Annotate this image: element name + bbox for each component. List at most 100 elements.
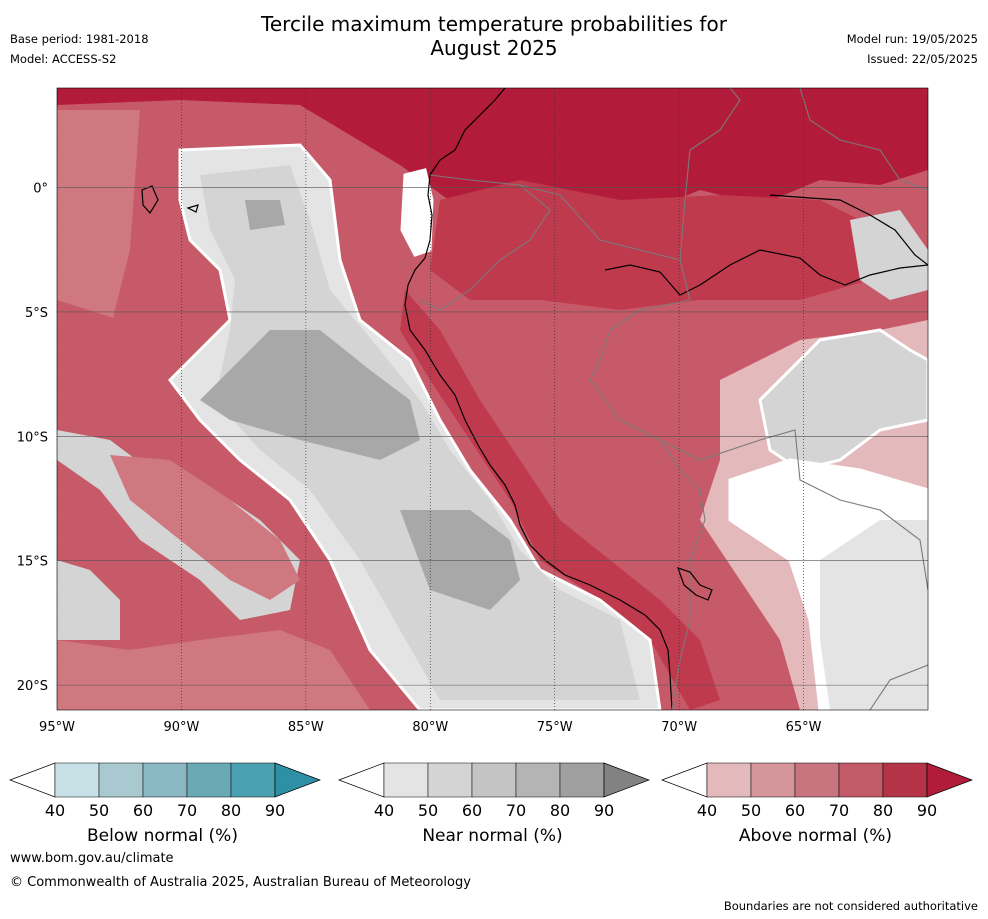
colorbar-tick-label: 40 <box>697 801 717 820</box>
lon-tick-label: 90°W <box>163 720 199 735</box>
country-border <box>419 174 551 311</box>
lon-tick-label: 80°W <box>412 720 448 735</box>
near-normal-title: Near normal (%) <box>422 826 563 846</box>
probability-map: 95°W 90°W 85°W 80°W 75°W 70°W 65°W 0° 5°S 10°S 15… <box>17 87 929 735</box>
colorbar-segment <box>427 762 473 798</box>
colorbar-segment <box>230 762 276 798</box>
colorbar-segment <box>98 762 144 798</box>
colorbar-tick-label: 50 <box>741 801 761 820</box>
above-normal-title: Above normal (%) <box>738 826 893 846</box>
lat-tick-label: 10°S <box>17 430 48 445</box>
colorbar-tick-label: 90 <box>917 801 937 820</box>
colorbar-high-extend <box>603 762 650 798</box>
colorbar-low-extend <box>338 762 385 798</box>
above-60-south <box>57 630 370 710</box>
colorbar-tick-label: 90 <box>594 801 614 820</box>
lon-tick-label: 75°W <box>537 720 573 735</box>
title-line-2: August 2025 <box>430 36 558 60</box>
colorbar-low-extend <box>9 762 56 798</box>
colorbar-tick-label: 60 <box>133 801 153 820</box>
colorbar-tick-label: 50 <box>89 801 109 820</box>
above-80-peru-coast <box>400 290 720 710</box>
colorbar-segment <box>882 762 928 798</box>
above-60-west-pacific <box>57 110 140 360</box>
river-north <box>769 194 928 266</box>
colorbar-tick-label: 50 <box>418 801 438 820</box>
country-border <box>679 88 741 261</box>
coastline <box>404 88 673 710</box>
below-normal-title: Below normal (%) <box>87 826 238 846</box>
boundary-disclaimer: Boundaries are not considered authoritat… <box>723 899 978 913</box>
website-link[interactable]: www.bom.gov.au/climate <box>10 851 174 866</box>
issued-date: Issued: 22/05/2025 <box>867 52 978 66</box>
near-normal-colorbar: 40 50 60 70 80 90 <box>338 762 650 820</box>
model-name: Model: ACCESS-S2 <box>10 52 117 66</box>
colorbar-tick-label: 40 <box>374 801 394 820</box>
model-run: Model run: 19/05/2025 <box>846 32 978 46</box>
map-frame <box>56 87 929 711</box>
graticule <box>57 88 928 710</box>
longitude-labels: 95°W 90°W 85°W 80°W 75°W 70°W 65°W <box>39 720 822 735</box>
colorbar-tick-label: 90 <box>265 801 285 820</box>
near-normal-70-zone <box>200 165 640 700</box>
colorbar-tick-label: 80 <box>873 801 893 820</box>
title-line-1: Tercile maximum temperature probabilitie… <box>261 12 727 36</box>
country-border <box>869 664 928 710</box>
colorbar-tick-label: 40 <box>45 801 65 820</box>
country-border <box>659 429 928 591</box>
run-info: Model run: 19/05/2025 Issued: 22/05/2025 <box>847 29 978 69</box>
lake-titicaca <box>677 567 713 601</box>
amazon-river <box>604 249 928 296</box>
colorbar-tick-label: 70 <box>829 801 849 820</box>
colorbar-low-extend <box>661 762 708 798</box>
lon-tick-label: 95°W <box>39 720 75 735</box>
colorbar-segment <box>186 762 232 798</box>
colorbar-tick-label: 80 <box>550 801 570 820</box>
above-70-west-pacific <box>57 300 130 420</box>
colorbar-high-extend <box>926 762 973 798</box>
lon-tick-label: 70°W <box>661 720 697 735</box>
colorbar-segment <box>794 762 840 798</box>
colorbar-tick-label: 70 <box>177 801 197 820</box>
above-90-north-region <box>57 88 928 230</box>
colorbar-segment <box>383 762 429 798</box>
lon-tick-label: 65°W <box>786 720 822 735</box>
country-border <box>799 88 928 191</box>
base-period: Base period: 1981-2018 <box>10 32 149 46</box>
lat-tick-label: 0° <box>33 182 48 197</box>
country-border <box>519 184 706 710</box>
colorbar-segment <box>515 762 561 798</box>
galapagos-island <box>186 204 199 213</box>
lat-tick-label: 5°S <box>25 306 48 321</box>
colorbar-segment <box>559 762 605 798</box>
latitude-labels: 0° 5°S 10°S 15°S 20°S <box>17 182 48 695</box>
above-80-amazon-region <box>430 180 880 310</box>
above-60-tongue <box>110 455 300 600</box>
colorbar-high-extend <box>274 762 321 798</box>
lat-tick-label: 15°S <box>17 555 48 570</box>
colorbar-tick-label: 80 <box>221 801 241 820</box>
near-normal-northeast <box>850 210 928 300</box>
lon-tick-label: 85°W <box>288 720 324 735</box>
colorbar-segment <box>471 762 517 798</box>
colorbars: 40 50 60 70 80 90 40 50 60 70 80 90 40 50 60 70 80 90 <box>9 762 973 820</box>
colorbar-tick-label: 70 <box>506 801 526 820</box>
colorbar-tick-label: 60 <box>785 801 805 820</box>
colorbar-segment <box>750 762 796 798</box>
near-normal-galapagos <box>245 200 285 230</box>
colorbar-segment <box>838 762 884 798</box>
colorbar-segment <box>706 762 752 798</box>
chart-title: Tercile maximum temperature probabilitie… <box>0 12 988 60</box>
below-normal-colorbar: 40 50 60 70 80 90 <box>9 762 321 820</box>
near-normal-southeast <box>820 520 928 710</box>
colorbar-segment <box>142 762 188 798</box>
near-normal-southwest-2 <box>57 560 120 640</box>
colorbar-tick-label: 60 <box>462 801 482 820</box>
colorbar-segment <box>54 762 100 798</box>
copyright-notice: © Commonwealth of Australia 2025, Austra… <box>10 875 471 890</box>
galapagos-island <box>141 185 159 215</box>
lat-tick-label: 20°S <box>17 679 48 694</box>
above-normal-colorbar: 40 50 60 70 80 90 <box>661 762 973 820</box>
model-info: Base period: 1981-2018 Model: ACCESS-S2 <box>10 29 149 69</box>
near-normal-80-zone <box>200 330 420 460</box>
